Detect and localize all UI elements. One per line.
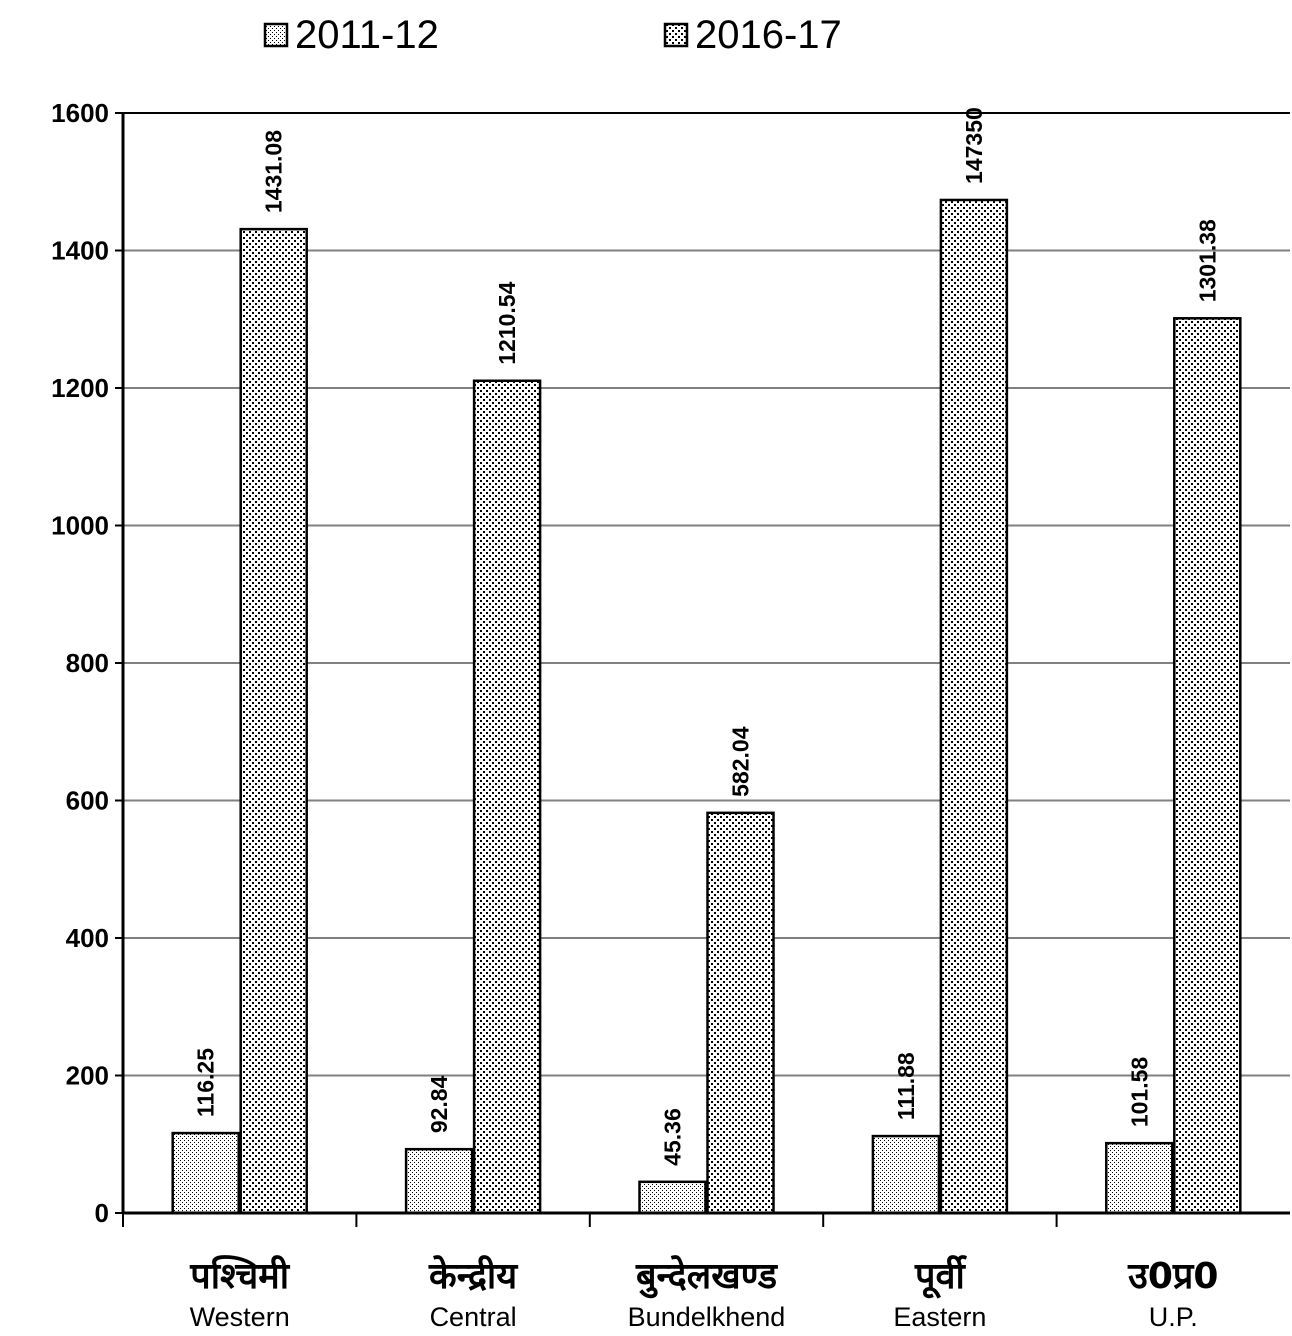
bar-series2 bbox=[706, 811, 775, 1215]
category-label-english: Central bbox=[430, 1302, 517, 1331]
data-label: 147350 bbox=[961, 107, 987, 184]
data-label: 116.25 bbox=[193, 1048, 219, 1117]
data-label: 1301.38 bbox=[1194, 219, 1220, 302]
data-label: 1431.08 bbox=[261, 130, 287, 213]
category-label-hindi: उ0प्र0 bbox=[1127, 1256, 1218, 1297]
data-label: 101.58 bbox=[1126, 1057, 1152, 1128]
bar-series1 bbox=[1105, 1141, 1174, 1215]
data-label: 45.36 bbox=[660, 1108, 686, 1166]
category-label-hindi: बुन्देलखण्ड bbox=[635, 1255, 779, 1299]
bar-series2 bbox=[1173, 317, 1242, 1215]
bar-series1 bbox=[638, 1180, 707, 1215]
bar-series1 bbox=[404, 1147, 474, 1215]
category-label-hindi: पूर्वी bbox=[914, 1255, 967, 1299]
data-label: 582.04 bbox=[728, 726, 754, 797]
bar-series1 bbox=[171, 1131, 240, 1215]
labels: 0 200 400 600 800 1000 1200 1400 1600 116.25 1431.… bbox=[51, 98, 1220, 1332]
legend-swatch bbox=[263, 22, 289, 48]
bar-series2 bbox=[239, 227, 308, 1215]
legend-swatch bbox=[663, 22, 689, 48]
y-tick-label: 1600 bbox=[51, 98, 109, 128]
axes bbox=[115, 112, 1290, 1227]
y-tick-label: 200 bbox=[66, 1061, 109, 1091]
legend: 2011-12 2016-17 bbox=[263, 13, 842, 57]
category-label-english: Eastern bbox=[893, 1302, 986, 1331]
category-label-hindi: पश्चिमी bbox=[189, 1255, 290, 1297]
y-tick-label: 400 bbox=[66, 923, 109, 953]
y-tick-label: 800 bbox=[66, 648, 109, 678]
category-label-hindi: केन्द्रीय bbox=[428, 1255, 518, 1297]
y-tick-label: 1400 bbox=[51, 236, 109, 266]
bar-series2 bbox=[472, 379, 542, 1215]
y-tick-label: 0 bbox=[95, 1198, 109, 1228]
category-label-english: Western bbox=[190, 1302, 290, 1331]
legend-label: 2016-17 bbox=[695, 13, 842, 57]
bar-series2 bbox=[939, 198, 1009, 1215]
bars bbox=[171, 198, 1242, 1215]
y-tick-label: 1000 bbox=[51, 511, 109, 541]
category-label-english: Bundelkhend bbox=[628, 1302, 786, 1331]
legend-label: 2011-12 bbox=[295, 13, 439, 57]
data-label: 92.84 bbox=[426, 1075, 452, 1133]
y-tick-label: 1200 bbox=[51, 373, 109, 403]
bar-series1 bbox=[871, 1134, 941, 1215]
data-label: 1210.54 bbox=[494, 281, 520, 364]
data-label: 111.88 bbox=[893, 1052, 919, 1120]
y-tick-label: 600 bbox=[66, 786, 109, 816]
category-label-english: U.P. bbox=[1149, 1302, 1198, 1331]
gridlines bbox=[123, 112, 1290, 1077]
